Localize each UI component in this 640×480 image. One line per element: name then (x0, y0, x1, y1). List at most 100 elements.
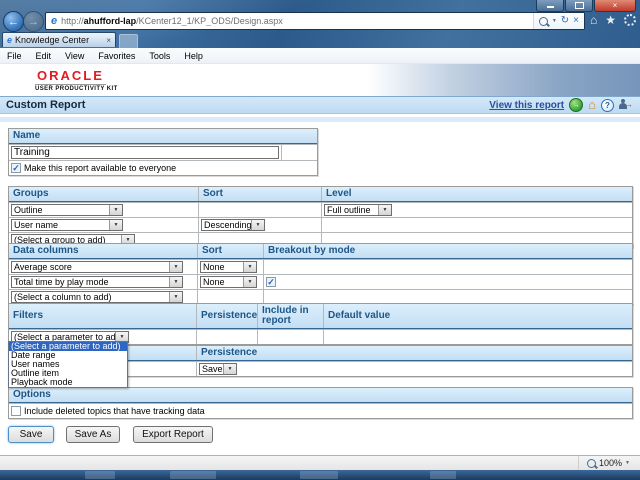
include-deleted-topics-label: Include deleted topics that have trackin… (24, 406, 205, 416)
kc-home-icon[interactable]: ⌂ (588, 97, 596, 112)
report-name-input[interactable] (11, 146, 279, 159)
tab-close-icon[interactable]: × (106, 35, 111, 45)
navigation-bar: ← → e http://ahufford-lap/KCenter12_1/KP… (0, 10, 640, 32)
chevron-down-icon: ▼ (169, 277, 182, 287)
data-column-select-2[interactable]: Total time by play mode ▼ (11, 276, 183, 288)
dropdown-option-outline-item[interactable]: Outline item (11, 369, 60, 378)
data-column-row: Average score ▼ None ▼ (9, 259, 632, 274)
dropdown-option-user-names[interactable]: User names (11, 360, 60, 369)
menu-view[interactable]: View (65, 50, 85, 61)
persistence-save-select[interactable]: Save ▼ (199, 363, 237, 375)
back-button[interactable]: ← (3, 11, 24, 32)
zoom-dropdown-icon[interactable]: ▼ (625, 460, 630, 466)
group-row: Outline ▼ Full outline ▼ (9, 202, 632, 217)
search-icon[interactable] (538, 16, 548, 26)
persistence-col-header: Persistence (196, 346, 632, 360)
view-this-report-link[interactable]: View this report (489, 99, 565, 111)
home-icon[interactable]: ⌂ (589, 13, 598, 27)
include-in-report-col-header: Include in report (257, 304, 323, 328)
chevron-down-icon: ▼ (378, 205, 391, 215)
oracle-wordmark: ORACLE (35, 68, 106, 85)
group-select-2[interactable]: User name ▼ (11, 219, 123, 231)
minimize-button[interactable] (536, 0, 564, 12)
data-column-select-1[interactable]: Average score ▼ (11, 261, 183, 273)
menu-favorites[interactable]: Favorites (98, 50, 136, 61)
group-sort-select-2[interactable]: Descending ▼ (201, 219, 265, 231)
breakout-checkbox[interactable]: ✓ (266, 276, 276, 287)
menu-help[interactable]: Help (184, 50, 203, 61)
tab-knowledge-center[interactable]: e Knowledge Center × (2, 32, 116, 47)
chevron-down-icon: ▼ (115, 332, 128, 342)
filters-section: Filters Persistence Include in report De… (8, 303, 633, 345)
help-icon[interactable]: ? (601, 98, 614, 112)
forward-icon: → (28, 15, 39, 28)
filter-add-row: (Select a parameter to add) ▼ (9, 329, 632, 344)
go-arrow-icon[interactable]: → (569, 98, 584, 112)
data-sort-col-header: Sort (197, 244, 263, 258)
include-deleted-topics-checkbox[interactable] (11, 406, 21, 416)
name-section: Name ✓ Make this report available to eve… (8, 128, 318, 176)
stop-icon[interactable]: × (573, 15, 579, 26)
menu-file[interactable]: File (7, 50, 22, 61)
zoom-level: 100% (599, 458, 623, 468)
groups-level-col-header: Level (321, 187, 632, 201)
breakout-col-header: Breakout by mode (263, 244, 632, 258)
filters-col-header: Filters (13, 310, 44, 321)
maximize-button[interactable] (565, 0, 593, 12)
share-report-checkbox[interactable]: ✓ (11, 162, 21, 173)
groups-section: Groups Sort Level Outline ▼ Full outline ▼… (8, 186, 633, 248)
oracle-subtitle: USER PRODUCTIVITY KIT (35, 86, 118, 92)
chevron-down-icon: ▼ (223, 364, 236, 374)
export-report-button[interactable]: Export Report (133, 426, 213, 443)
close-button[interactable]: × (594, 0, 636, 12)
data-sort-select-1[interactable]: None ▼ (200, 261, 257, 273)
favorites-star-icon[interactable]: ★ (605, 13, 616, 27)
chevron-down-icon: ▼ (109, 220, 122, 230)
maximize-icon (574, 2, 584, 9)
zoom-control[interactable]: 100% ▼ (578, 456, 630, 470)
logout-icon[interactable]: → (619, 99, 633, 111)
chevron-down-icon: ▼ (243, 277, 256, 287)
add-parameter-select[interactable]: (Select a parameter to add) ▼ (11, 331, 129, 343)
forward-button[interactable]: → (23, 11, 44, 32)
data-column-row: Total time by play mode ▼ None ▼ ✓ (9, 274, 632, 289)
group-select-1[interactable]: Outline ▼ (11, 204, 123, 216)
menu-tools[interactable]: Tools (149, 50, 171, 61)
new-tab-button[interactable] (119, 34, 138, 49)
menu-bar: File Edit View Favorites Tools Help (0, 48, 640, 64)
menu-edit[interactable]: Edit (35, 50, 52, 61)
dropdown-option[interactable]: (Select a parameter to add) (9, 342, 127, 351)
persistence-row: Save ▼ (9, 361, 632, 376)
default-value-col-header: Default value (323, 304, 632, 328)
page-title: Custom Report (6, 99, 86, 111)
tab-favicon: e (7, 35, 13, 45)
save-button[interactable]: Save (8, 426, 54, 443)
tab-title: Knowledge Center (15, 35, 90, 45)
address-bar[interactable]: e http://ahufford-lap/KCenter12_1/KP_ODS… (45, 12, 585, 30)
options-header: Options (13, 389, 51, 400)
add-column-select[interactable]: (Select a column to add) ▼ (11, 291, 183, 303)
tools-gear-icon[interactable] (624, 14, 636, 26)
window-controls: × (535, 0, 636, 12)
url-text[interactable]: http://ahufford-lap/KCenter12_1/KP_ODS/D… (61, 16, 283, 26)
share-report-label: Make this report available to everyone (24, 163, 177, 173)
filters-persistence-col-header: Persistence (196, 304, 257, 328)
search-dropdown-icon[interactable]: ▼ (551, 18, 557, 24)
chevron-down-icon: ▼ (169, 292, 182, 302)
dropdown-option-playback-mode[interactable]: Playback mode (11, 378, 73, 387)
banner-gradient (368, 63, 640, 96)
refresh-icon[interactable]: ↻ (560, 15, 570, 26)
data-sort-select-2[interactable]: None ▼ (200, 276, 257, 288)
groups-col-header: Groups (13, 188, 49, 199)
options-section: Options Include deleted topics that have… (8, 387, 633, 419)
tab-bar: e Knowledge Center × (0, 32, 640, 49)
page-favicon: e (51, 15, 58, 27)
group-level-select-1[interactable]: Full outline ▼ (324, 204, 392, 216)
dropdown-option-date-range[interactable]: Date range (11, 351, 56, 360)
zoom-magnifier-icon (587, 458, 597, 468)
save-as-button[interactable]: Save As (66, 426, 120, 443)
chevron-down-icon: ▼ (243, 262, 256, 272)
browser-toolbar-icons: ⌂ ★ (590, 13, 636, 27)
windows-taskbar[interactable] (0, 470, 640, 480)
